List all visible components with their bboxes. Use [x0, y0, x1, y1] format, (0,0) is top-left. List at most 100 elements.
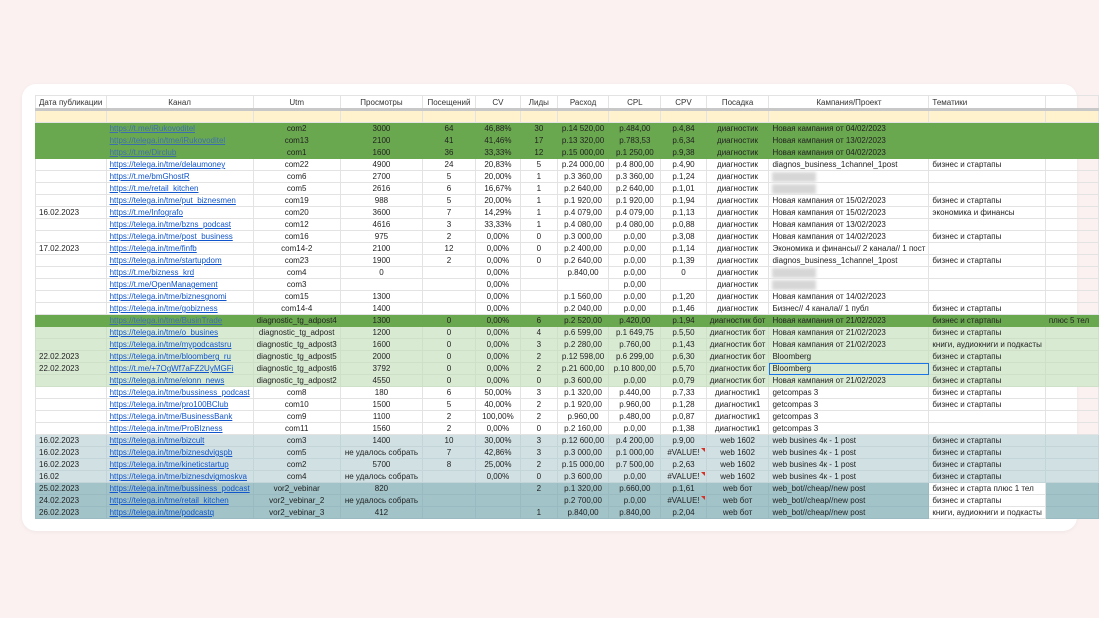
- cell-landing[interactable]: диагностик бот: [705, 338, 770, 351]
- cell-campaign[interactable]: Новая кампания от 14/02/2023: [768, 230, 930, 243]
- column-header-campaign[interactable]: Кампания/Проект: [768, 95, 930, 111]
- cell-extra[interactable]: [1044, 170, 1099, 183]
- cell-cpl[interactable]: р.7 500,00: [608, 458, 662, 471]
- cell-topics[interactable]: бизнес и стартапы: [928, 158, 1046, 171]
- cell-visits[interactable]: 10: [422, 434, 476, 447]
- column-header-date[interactable]: Дата публикации: [35, 95, 107, 111]
- cell-empty[interactable]: [35, 109, 107, 123]
- cell-leads[interactable]: 30: [520, 122, 558, 135]
- cell-spend[interactable]: р.3 360,00: [556, 170, 610, 183]
- cell-leads[interactable]: 0: [520, 230, 558, 243]
- cell-landing[interactable]: диагностик: [705, 170, 770, 183]
- cell-extra[interactable]: [1044, 230, 1099, 243]
- cell-leads[interactable]: 1: [520, 194, 558, 207]
- cell-visits[interactable]: 5: [422, 398, 476, 411]
- cell-cpl[interactable]: р.440,00: [608, 386, 662, 399]
- cell-visits[interactable]: [422, 506, 476, 519]
- cell-topics[interactable]: [928, 182, 1046, 195]
- cell-topics[interactable]: [928, 278, 1046, 291]
- cell-visits[interactable]: 24: [422, 158, 476, 171]
- cell-date[interactable]: [35, 254, 107, 267]
- cell-extra[interactable]: [1044, 266, 1099, 279]
- cell-extra[interactable]: [1044, 434, 1099, 447]
- cell-topics[interactable]: бизнес и стартапы: [928, 350, 1046, 363]
- cell-visits[interactable]: 7: [422, 446, 476, 459]
- cell-campaign[interactable]: Новая кампания от 21/02/2023: [768, 338, 930, 351]
- cell-visits[interactable]: 36: [422, 146, 476, 159]
- cell-spend[interactable]: р.2 160,00: [556, 422, 610, 435]
- cell-leads[interactable]: [520, 302, 558, 315]
- cell-landing[interactable]: диагностик бот: [705, 314, 770, 327]
- cell-cpl[interactable]: р.760,00: [608, 338, 662, 351]
- cell-utm[interactable]: com19: [252, 194, 341, 207]
- cell-date[interactable]: [35, 122, 107, 135]
- cell-date[interactable]: 22.02.2023: [35, 350, 107, 363]
- cell-leads[interactable]: 2: [520, 362, 558, 375]
- cell-empty[interactable]: [660, 109, 707, 123]
- cell-channel[interactable]: https://telega.in/tme/startupdom: [105, 254, 254, 267]
- cell-channel[interactable]: https://t.me/Dirclub: [105, 146, 254, 159]
- cell-campaign[interactable]: Новая кампания от 15/02/2023: [768, 206, 930, 219]
- cell-views[interactable]: 1400: [339, 434, 424, 447]
- cell-campaign[interactable]: getcompas 3: [768, 422, 930, 435]
- cell-cpl[interactable]: р.783,53: [608, 134, 662, 147]
- cell-views[interactable]: 1900: [339, 254, 424, 267]
- cell-landing[interactable]: диагностик1: [705, 398, 770, 411]
- cell-cpv[interactable]: #VALUE!: [660, 494, 707, 507]
- cell-topics[interactable]: [928, 218, 1046, 231]
- cell-views[interactable]: 2616: [339, 182, 424, 195]
- cell-cv[interactable]: [474, 482, 522, 495]
- cell-extra[interactable]: [1044, 386, 1099, 399]
- cell-cpl[interactable]: р.960,00: [608, 398, 662, 411]
- cell-cpv[interactable]: р.9,00: [660, 434, 707, 447]
- cell-topics[interactable]: [928, 422, 1046, 435]
- cell-cpv[interactable]: р.3,08: [660, 230, 707, 243]
- column-header-topics[interactable]: Тематики: [928, 95, 1046, 111]
- cell-utm[interactable]: diagnostic_tg_adpost5: [252, 350, 341, 363]
- cell-cv[interactable]: 0,00%: [474, 338, 522, 351]
- cell-cpl[interactable]: р.420,00: [608, 314, 662, 327]
- cell-landing[interactable]: диагностик бот: [705, 350, 770, 363]
- cell-leads[interactable]: 0: [520, 242, 558, 255]
- cell-topics[interactable]: [928, 290, 1046, 303]
- cell-visits[interactable]: 0: [422, 326, 476, 339]
- cell-spend[interactable]: р.960,00: [556, 410, 610, 423]
- cell-cpv[interactable]: р.0,79: [660, 374, 707, 387]
- cell-extra[interactable]: [1044, 290, 1099, 303]
- cell-extra[interactable]: плюс 5 тел: [1044, 314, 1099, 327]
- cell-channel[interactable]: https://t.me/retail_kitchen: [105, 182, 254, 195]
- cell-campaign[interactable]: diagnos_business_1channel_1post: [768, 158, 930, 171]
- cell-date[interactable]: 16.02: [35, 470, 107, 483]
- cell-channel[interactable]: https://telega.in/tme/biznesdvigspb: [105, 446, 254, 459]
- cell-utm[interactable]: com9: [252, 410, 341, 423]
- cell-visits[interactable]: 2: [422, 422, 476, 435]
- cell-cpv[interactable]: р.6,30: [660, 350, 707, 363]
- cell-topics[interactable]: бизнес и стартапы: [928, 386, 1046, 399]
- cell-leads[interactable]: [520, 278, 558, 291]
- cell-cv[interactable]: 0,00%: [474, 374, 522, 387]
- cell-date[interactable]: [35, 422, 107, 435]
- cell-visits[interactable]: 2: [422, 410, 476, 423]
- cell-cpl[interactable]: р.0,00: [608, 254, 662, 267]
- cell-utm[interactable]: com14-2: [252, 242, 341, 255]
- cell-extra[interactable]: [1044, 482, 1099, 495]
- cell-cpv[interactable]: р.2,04: [660, 506, 707, 519]
- cell-landing[interactable]: web 1602: [705, 458, 770, 471]
- cell-date[interactable]: [35, 170, 107, 183]
- cell-views[interactable]: 0: [339, 266, 424, 279]
- cell-topics[interactable]: [928, 242, 1046, 255]
- cell-landing[interactable]: диагностик: [705, 194, 770, 207]
- cell-cpl[interactable]: р.0,00: [608, 266, 662, 279]
- cell-extra[interactable]: [1044, 374, 1099, 387]
- cell-cpl[interactable]: р.0,00: [608, 290, 662, 303]
- column-header-extra[interactable]: [1044, 95, 1099, 111]
- cell-empty[interactable]: [422, 109, 476, 123]
- cell-views[interactable]: 2000: [339, 350, 424, 363]
- cell-cpl[interactable]: р.1 250,00: [608, 146, 662, 159]
- cell-utm[interactable]: com3: [252, 434, 341, 447]
- cell-campaign[interactable]: Bloomberg: [768, 362, 930, 375]
- cell-cpv[interactable]: р.1,28: [660, 398, 707, 411]
- cell-utm[interactable]: com11: [252, 422, 341, 435]
- cell-campaign[interactable]: Новая кампания от 21/02/2023: [768, 326, 930, 339]
- cell-channel[interactable]: https://t.me/+7OgWf7aFZ2UyMGFi: [105, 362, 254, 375]
